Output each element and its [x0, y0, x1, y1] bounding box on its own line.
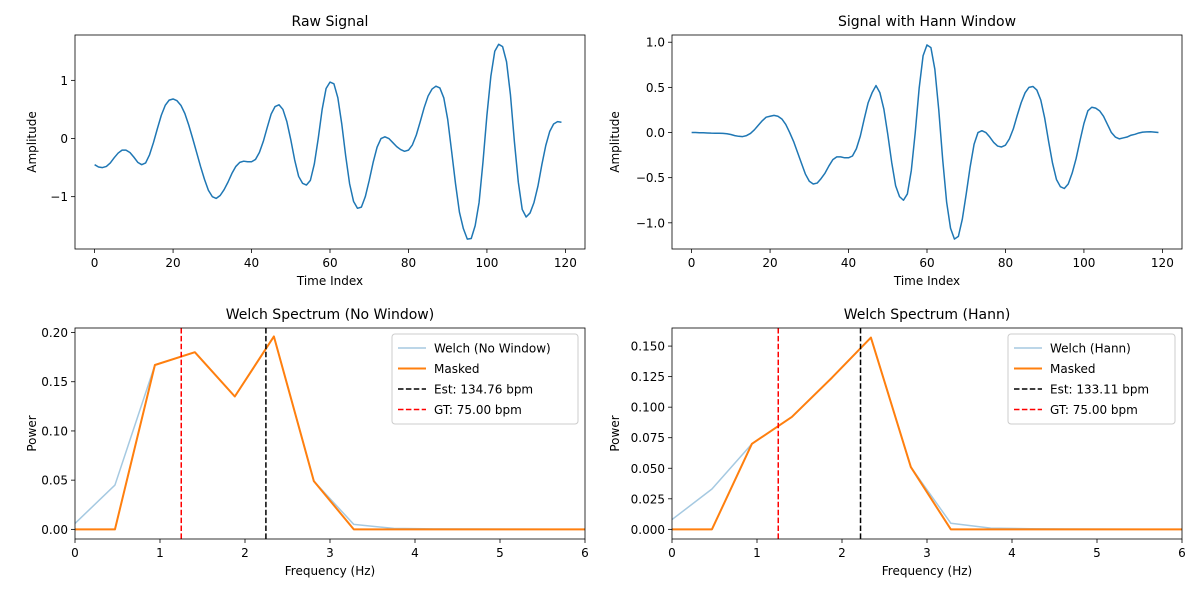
x-tick-label: 3: [923, 546, 931, 560]
series-line-2: [672, 336, 1182, 531]
x-tick-label: 0: [688, 256, 696, 270]
x-tick-label: 5: [1093, 546, 1101, 560]
y-tick-label: 0.025: [631, 492, 665, 506]
x-tick-label: 6: [581, 546, 589, 560]
x-tick-label: 60: [322, 256, 337, 270]
y-tick-label: 0.00: [41, 523, 68, 537]
x-tick-label: 120: [1151, 256, 1174, 270]
x-tick-label: 120: [554, 256, 577, 270]
x-tick-label: 0: [71, 546, 79, 560]
chart-3: Welch Spectrum (No Window) 0 1 2 3 4 5 6 0.00 0.0…: [25, 307, 589, 578]
legend-label: Masked: [1050, 362, 1095, 376]
x-tick-label: 100: [1072, 256, 1095, 270]
y-tick-label: 0.075: [631, 431, 665, 445]
chart-1: Raw Signal 0 20 40 60 80 100 120 −1 0 1 Time Index A…: [25, 14, 586, 288]
legend-label: Est: 133.11 bpm: [1050, 383, 1149, 397]
x-tick-label: 20: [762, 256, 777, 270]
x-tick-label: 40: [841, 256, 856, 270]
series-line-2: [75, 335, 585, 531]
y-tick-label: 0: [60, 132, 68, 146]
x-tick-label: 6: [1178, 546, 1186, 560]
x-axis-label: Frequency (Hz): [882, 564, 973, 578]
x-tick-label: 1: [156, 546, 164, 560]
x-tick-label: 80: [998, 256, 1013, 270]
y-tick-label: 0.000: [631, 523, 665, 537]
chart-2: Signal with Hann Window 0 20 40 60 80 100 120 −1…: [608, 14, 1183, 288]
plot-area: [672, 328, 1182, 539]
y-axis-label: Power: [25, 415, 39, 451]
legend-label: Welch (No Window): [434, 342, 551, 356]
y-tick-label: 0.10: [41, 424, 68, 438]
plot-area: [75, 328, 585, 539]
y-tick-label: 0.15: [41, 375, 68, 389]
x-tick-label: 3: [326, 546, 334, 560]
x-tick-label: 0: [91, 256, 99, 270]
chart-title: Welch Spectrum (Hann): [844, 307, 1011, 323]
x-tick-label: 1: [753, 546, 761, 560]
chart-title: Raw Signal: [292, 14, 369, 30]
legend-label: Est: 134.76 bpm: [434, 383, 533, 397]
chart-4: Welch Spectrum (Hann) 0 1 2 3 4 5 6 0.000 0.025 0.…: [608, 307, 1186, 578]
x-tick-label: 20: [165, 256, 180, 270]
legend-label: GT: 75.00 bpm: [1050, 403, 1138, 417]
chart-title: Signal with Hann Window: [838, 14, 1016, 30]
legend: Welch (No Window) Masked Est: 134.76 bpm GT…: [391, 333, 579, 425]
y-axis-label: Amplitude: [25, 111, 39, 173]
x-tick-label: 5: [496, 546, 504, 560]
y-tick-label: 1: [60, 74, 68, 88]
legend-label: GT: 75.00 bpm: [434, 403, 522, 417]
series-line-1: [691, 44, 1159, 240]
x-axis-label: Frequency (Hz): [285, 564, 376, 578]
legend-box: [1007, 333, 1176, 425]
plot-area: [691, 44, 1159, 240]
legend-box: [391, 333, 579, 425]
y-tick-label: 0.050: [631, 462, 665, 476]
legend-label: Welch (Hann): [1050, 342, 1131, 356]
x-tick-label: 4: [1008, 546, 1016, 560]
y-tick-label: 0.125: [631, 370, 665, 384]
x-tick-label: 2: [241, 546, 249, 560]
y-tick-label: 0.5: [646, 81, 665, 95]
x-tick-label: 100: [475, 256, 498, 270]
x-axis-label: Time Index: [893, 274, 960, 288]
y-tick-label: 1.0: [646, 36, 665, 50]
y-tick-label: −1: [50, 190, 68, 204]
y-tick-label: 0.05: [41, 474, 68, 488]
x-tick-label: 60: [919, 256, 934, 270]
y-tick-label: −1.0: [636, 216, 665, 230]
y-tick-label: 0.0: [646, 126, 665, 140]
y-tick-label: 0.100: [631, 401, 665, 415]
y-tick-label: −0.5: [636, 171, 665, 185]
x-tick-label: 2: [838, 546, 846, 560]
x-axis-label: Time Index: [296, 274, 363, 288]
plot-area: [94, 43, 562, 240]
x-tick-label: 0: [668, 546, 676, 560]
x-tick-label: 80: [401, 256, 416, 270]
x-tick-label: 40: [244, 256, 259, 270]
x-tick-label: 4: [411, 546, 419, 560]
chart-title: Welch Spectrum (No Window): [226, 307, 434, 323]
legend-label: Masked: [434, 362, 479, 376]
y-tick-label: 0.150: [631, 340, 665, 354]
legend: Welch (Hann) Masked Est: 133.11 bpm GT: 75.…: [1007, 333, 1176, 425]
series-line-1: [94, 43, 562, 240]
y-axis-label: Amplitude: [608, 111, 622, 173]
y-axis-label: Power: [608, 415, 622, 451]
y-tick-label: 0.20: [41, 326, 68, 340]
